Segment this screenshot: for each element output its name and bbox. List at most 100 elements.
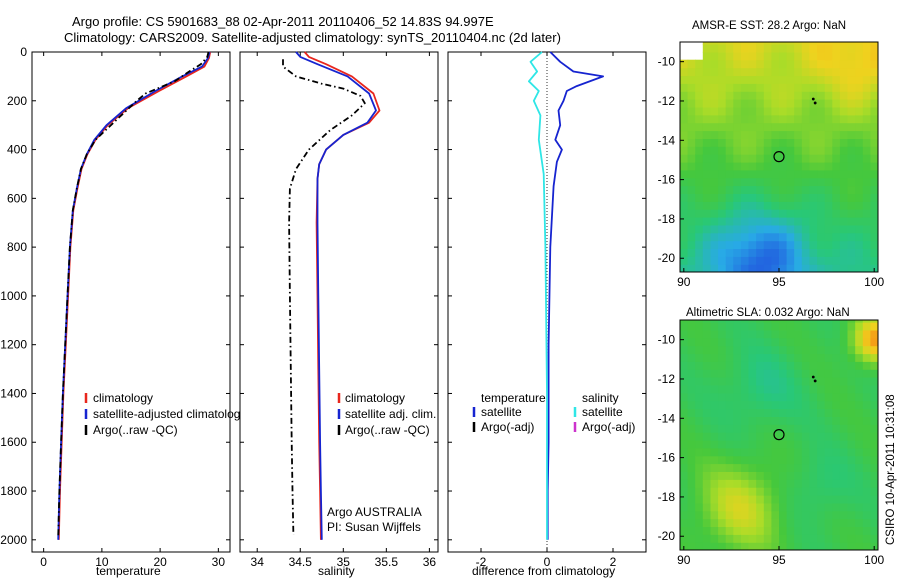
sst-heatmap-cell — [786, 106, 795, 116]
sst-heatmap-cell — [748, 122, 757, 132]
sst-heatmap-cell — [718, 224, 727, 234]
sla-heatmap-cell — [771, 455, 780, 465]
sla-heatmap-cell — [801, 495, 810, 504]
sst-heatmap-cell — [870, 91, 878, 100]
sst-heatmap-cell — [832, 193, 841, 202]
sst-heatmap-cell — [862, 67, 871, 77]
sla-heatmap-cell — [733, 518, 742, 527]
sst-heatmap-cell — [862, 264, 871, 272]
sla-heatmap-cell — [756, 329, 765, 339]
sla-heatmap-cell — [779, 510, 788, 520]
sla-heatmap-cell — [763, 361, 772, 370]
sla-heatmap-cell — [847, 502, 856, 512]
sla-heatmap-cell — [832, 526, 841, 535]
sla-heatmap-cell — [870, 400, 878, 410]
sst-heatmap-cell — [794, 59, 803, 69]
sst-heatmap-cell — [748, 130, 757, 139]
sst-heatmap-cell — [824, 177, 833, 187]
sla-heatmap-cell — [794, 369, 803, 378]
sst-heatmap-cell — [718, 240, 727, 249]
sst-heatmap-cell — [756, 154, 765, 163]
sla-heatmap-cell — [756, 518, 765, 527]
salinity-xtick-label: 34 — [251, 555, 265, 569]
sla-heatmap-cell — [725, 542, 734, 550]
sst-heatmap-cell — [847, 209, 856, 218]
sst-heatmap-cell — [740, 209, 750, 218]
sla-heatmap-cell — [733, 439, 742, 449]
sla-heatmap-cell — [832, 337, 841, 347]
sst-heatmap-cell — [862, 256, 871, 265]
sla-heatmap-cell — [733, 471, 742, 480]
sst-heatmap-cell — [817, 209, 826, 218]
sla-heatmap-cell — [718, 337, 727, 347]
sla-heatmap-cell — [855, 408, 864, 417]
sst-heatmap-cell — [786, 224, 795, 234]
sst-heatmap-cell — [839, 232, 849, 242]
sla-heatmap-cell — [748, 510, 757, 520]
sst-heatmap-cell — [817, 169, 826, 179]
sla-heatmap-cell — [687, 361, 696, 370]
sst-heatmap-cell — [763, 146, 772, 155]
sla-heatmap-cell — [824, 447, 833, 457]
sla-heatmap-cell — [771, 384, 780, 394]
sla-heatmap-cell — [870, 345, 878, 355]
sla-heatmap-cell — [786, 361, 795, 370]
sla-heatmap-cell — [702, 320, 711, 323]
sst-heatmap-cell — [786, 169, 795, 179]
sla-heatmap-cell — [763, 495, 772, 504]
sst-heatmap-cell — [771, 146, 780, 155]
sst-xtick-label: 90 — [677, 275, 691, 289]
sla-heatmap-cell — [687, 455, 696, 465]
sla-heatmap-cell — [847, 400, 856, 410]
sla-heatmap-cell — [779, 361, 788, 370]
sla-heatmap-cell — [740, 479, 750, 488]
sla-heatmap-cell — [839, 337, 849, 347]
sst-heatmap-cell — [718, 83, 727, 92]
sla-heatmap-cell — [779, 518, 788, 527]
sst-heatmap-cell — [710, 177, 719, 187]
sla-heatmap-cell — [870, 322, 878, 331]
sst-heatmap-cell — [695, 59, 704, 69]
sla-heatmap-cell — [824, 369, 833, 378]
sst-heatmap-cell — [695, 75, 704, 84]
sla-heatmap-cell — [725, 432, 734, 441]
sst-heatmap-cell — [771, 248, 780, 257]
sla-heatmap-cell — [748, 408, 757, 417]
sst-heatmap-cell — [733, 217, 742, 226]
sla-heatmap-cell — [733, 400, 742, 410]
sst-heatmap-cell — [695, 138, 704, 147]
depth-tick-label: 1800 — [0, 484, 27, 498]
sst-heatmap-cell — [725, 146, 734, 155]
sst-heatmap-cell — [801, 99, 810, 108]
sst-heatmap-cell — [687, 217, 696, 226]
temperature-xtick-label: 20 — [153, 555, 167, 569]
sst-heatmap-cell — [817, 193, 826, 202]
diff-legend-salinity-label: Argo(-adj) — [582, 420, 635, 434]
sla-heatmap-cell — [847, 416, 856, 425]
sla-heatmap-cell — [740, 424, 750, 433]
sst-heatmap-cell — [733, 106, 742, 116]
sst-heatmap-cell — [740, 240, 750, 249]
sla-heatmap-cell — [718, 502, 727, 512]
sst-heatmap-cell — [748, 232, 757, 242]
sst-heatmap-cell — [702, 217, 711, 226]
sst-heatmap-cell — [718, 42, 727, 45]
sla-heatmap-cell — [733, 320, 742, 323]
sla-heatmap-cell — [718, 392, 727, 402]
sla-heatmap-cell — [733, 329, 742, 339]
sla-heatmap-cell — [710, 526, 719, 535]
sst-heatmap-cell — [786, 122, 795, 132]
sla-heatmap-cell — [832, 502, 841, 512]
sla-heatmap-cell — [756, 487, 765, 496]
sst-heatmap-cell — [794, 154, 803, 163]
sla-profile-location-marker — [773, 429, 785, 441]
sla-heatmap-cell — [771, 479, 780, 488]
sla-heatmap-cell — [710, 455, 719, 465]
sst-heatmap-cell — [809, 177, 818, 187]
sst-heatmap-cell — [855, 248, 864, 257]
sst-heatmap-cell — [771, 240, 780, 249]
sst-heatmap-cell — [687, 122, 696, 132]
sla-heatmap-cell — [832, 487, 841, 496]
sst-heatmap-cell — [824, 138, 833, 147]
sla-heatmap-cell — [862, 518, 871, 527]
